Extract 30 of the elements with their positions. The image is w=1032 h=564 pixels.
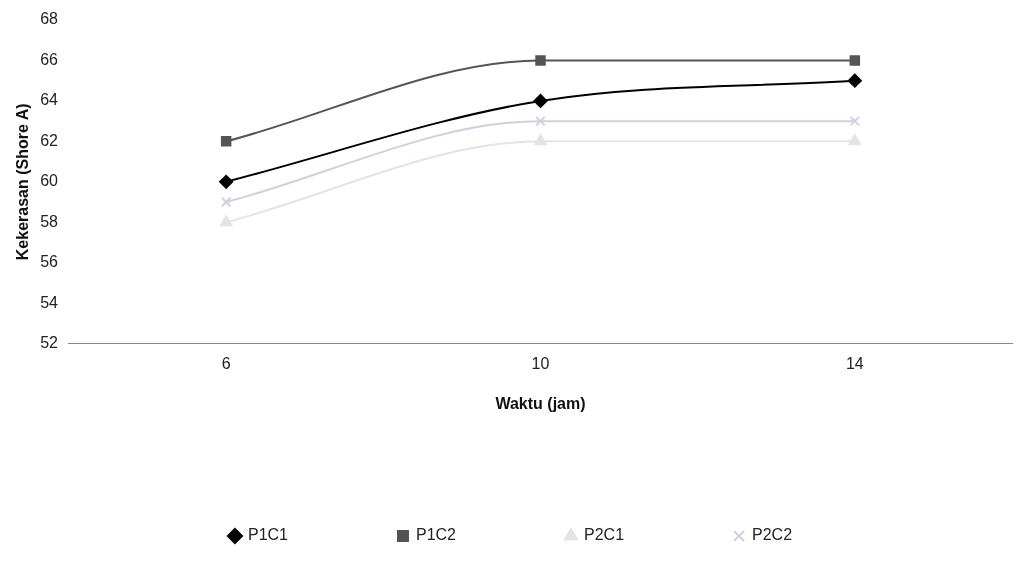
x-axis-title: Waktu (jam) [495, 394, 586, 412]
y-tick-label: 52 [40, 334, 59, 352]
legend-label: P1C1 [247, 526, 289, 544]
y-tick-label: 56 [40, 253, 59, 271]
y-tick-label: 58 [40, 212, 59, 230]
legend-label: P1C2 [415, 526, 457, 544]
y-tick-label: 66 [40, 50, 59, 68]
legend-label: P2C2 [752, 526, 793, 544]
y-axis-title: Kekerasan (Shore A) [14, 103, 32, 261]
point [535, 55, 546, 66]
point [533, 93, 548, 108]
point [219, 174, 234, 189]
y-tick-label: 68 [40, 10, 59, 28]
point [849, 115, 861, 127]
point [535, 115, 546, 127]
point [219, 215, 233, 227]
point [220, 196, 232, 208]
x-tick-label: 10 [531, 354, 550, 372]
point [848, 134, 862, 146]
point [849, 55, 861, 66]
point [220, 136, 232, 147]
point [847, 73, 862, 88]
y-tick-label: 62 [40, 131, 59, 149]
y-tick-label: 60 [40, 172, 59, 190]
x-tick-label: 6 [221, 354, 231, 372]
point [534, 134, 547, 146]
x-tick-label: 14 [845, 354, 864, 372]
legend-label: P2C1 [584, 526, 625, 544]
y-tick-label: 64 [40, 91, 59, 109]
y-tick-label: 54 [40, 293, 59, 311]
